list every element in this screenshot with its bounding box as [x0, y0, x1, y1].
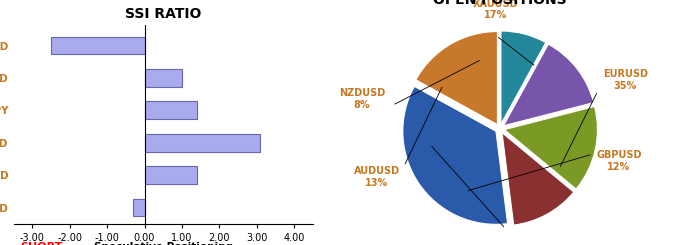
- Bar: [51, 37, 144, 54]
- Wedge shape: [416, 32, 498, 125]
- Text: NZDUSD
8%: NZDUSD 8%: [339, 88, 385, 110]
- Text: GBPUSD
12%: GBPUSD 12%: [596, 150, 642, 172]
- Title: OPEN POSITIONS: OPEN POSITIONS: [433, 0, 566, 7]
- Text: EURUSD
35%: EURUSD 35%: [603, 69, 648, 91]
- Wedge shape: [505, 107, 598, 189]
- Text: Speculative Positioning: Speculative Positioning: [94, 242, 233, 245]
- Wedge shape: [501, 31, 546, 124]
- Bar: [133, 199, 144, 217]
- Bar: [144, 166, 197, 184]
- Wedge shape: [503, 44, 594, 126]
- Bar: [144, 101, 197, 119]
- Text: SHORT: SHORT: [20, 242, 63, 245]
- Text: AUDUSD
13%: AUDUSD 13%: [354, 166, 400, 188]
- Text: XAUUSD
17%: XAUUSD 17%: [473, 0, 518, 20]
- Bar: [144, 69, 182, 87]
- Title: SSI RATIO: SSI RATIO: [125, 7, 201, 21]
- Wedge shape: [502, 133, 574, 225]
- Bar: [144, 134, 260, 152]
- Wedge shape: [403, 86, 507, 224]
